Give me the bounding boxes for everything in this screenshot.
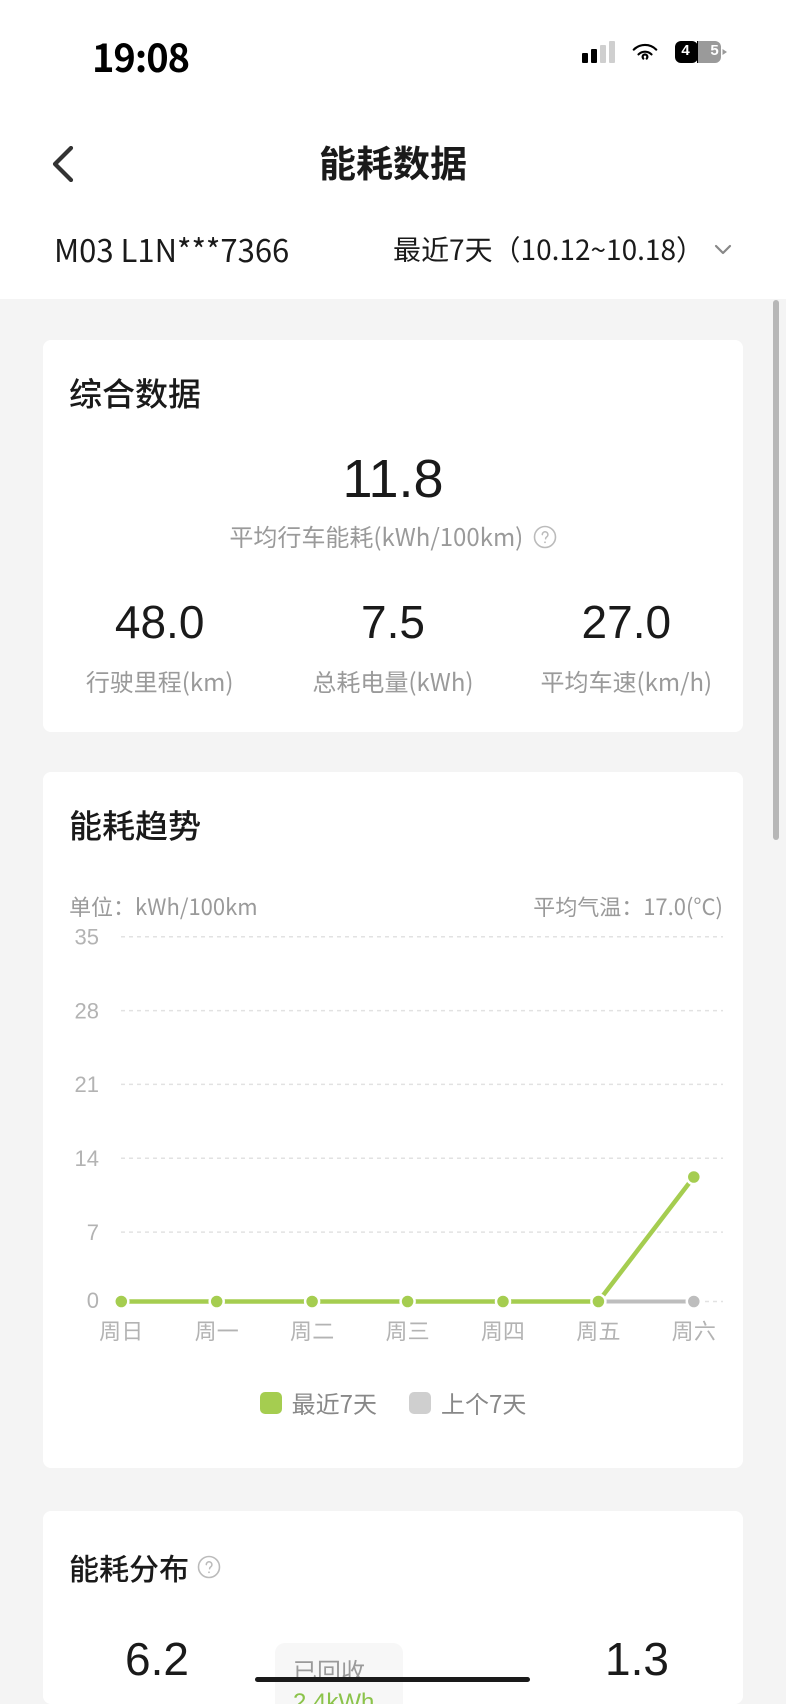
svg-text:周四: 周四 <box>481 1314 525 1346</box>
svg-text:35: 35 <box>75 925 99 950</box>
svg-text:周二: 周二 <box>290 1314 334 1346</box>
svg-text:周五: 周五 <box>576 1314 620 1346</box>
svg-text:0: 0 <box>87 1288 99 1313</box>
svg-text:周一: 周一 <box>195 1314 239 1346</box>
svg-text:周日: 周日 <box>99 1314 143 1346</box>
svg-text:7: 7 <box>87 1220 99 1245</box>
svg-text:14: 14 <box>75 1146 99 1171</box>
svg-text:28: 28 <box>75 998 99 1023</box>
svg-text:周三: 周三 <box>386 1314 430 1346</box>
svg-text:21: 21 <box>75 1072 99 1097</box>
svg-text:周六: 周六 <box>672 1314 716 1346</box>
